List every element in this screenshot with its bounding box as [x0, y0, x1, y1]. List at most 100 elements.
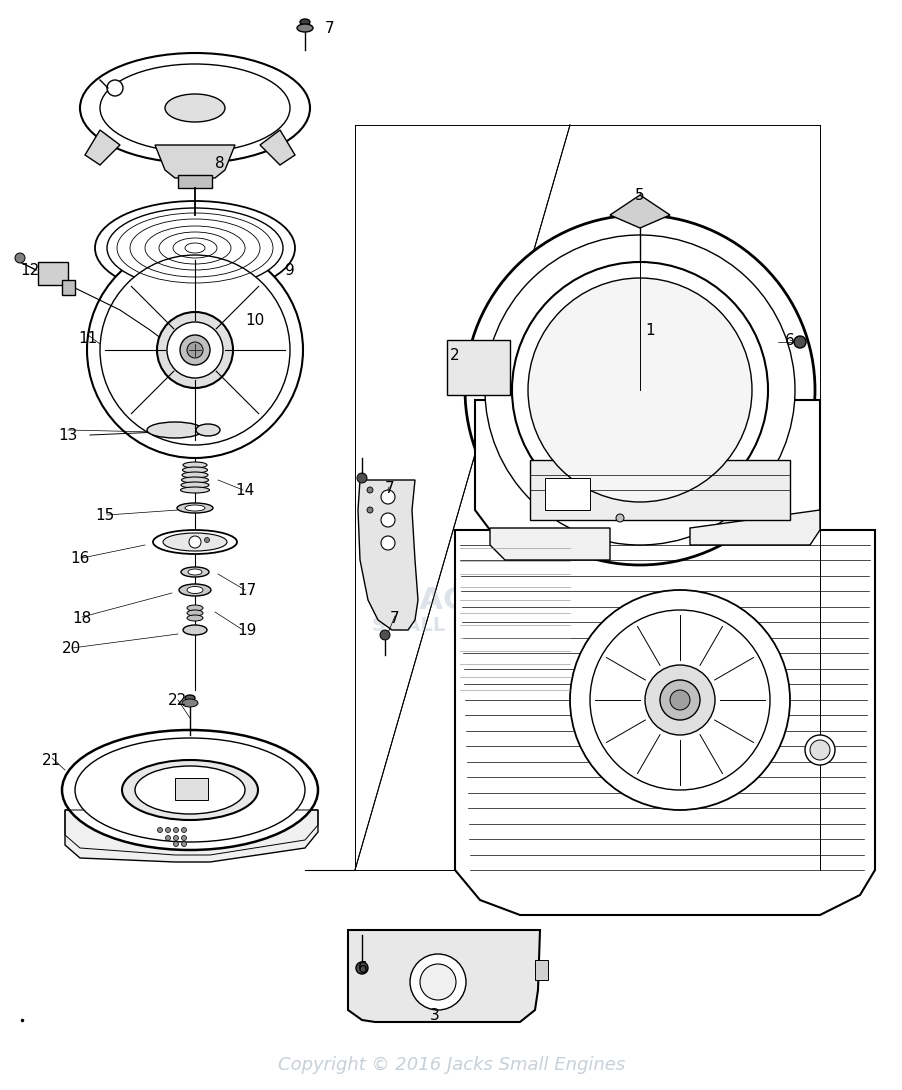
Polygon shape	[65, 810, 318, 862]
Circle shape	[809, 740, 829, 760]
Polygon shape	[689, 510, 819, 545]
Ellipse shape	[185, 695, 195, 701]
Circle shape	[165, 827, 170, 833]
Ellipse shape	[187, 610, 203, 616]
Circle shape	[569, 590, 789, 810]
Ellipse shape	[165, 94, 225, 122]
Text: 1: 1	[644, 323, 654, 338]
Circle shape	[15, 253, 25, 263]
Text: 8: 8	[215, 156, 225, 170]
Ellipse shape	[100, 64, 290, 152]
Circle shape	[804, 735, 834, 765]
Circle shape	[410, 954, 465, 1010]
Ellipse shape	[297, 24, 313, 32]
Ellipse shape	[179, 584, 211, 596]
Circle shape	[189, 536, 201, 548]
Text: Copyright © 2016 Jacks Small Engines: Copyright © 2016 Jacks Small Engines	[278, 1056, 624, 1074]
Text: 7: 7	[390, 610, 400, 626]
Text: 17: 17	[237, 582, 256, 597]
Circle shape	[181, 836, 187, 840]
Polygon shape	[534, 960, 548, 980]
Polygon shape	[175, 778, 207, 800]
Circle shape	[381, 513, 394, 526]
Text: 21: 21	[42, 752, 61, 767]
Ellipse shape	[180, 487, 209, 493]
Ellipse shape	[182, 472, 207, 479]
Polygon shape	[455, 530, 874, 915]
Circle shape	[465, 215, 815, 565]
Circle shape	[355, 962, 368, 974]
Circle shape	[615, 514, 623, 522]
Polygon shape	[490, 528, 610, 560]
Ellipse shape	[152, 530, 236, 554]
Ellipse shape	[187, 605, 203, 611]
Text: 9: 9	[285, 263, 295, 278]
Circle shape	[381, 536, 394, 550]
Circle shape	[106, 80, 123, 96]
Circle shape	[484, 235, 794, 545]
Ellipse shape	[180, 482, 208, 488]
Circle shape	[157, 312, 233, 388]
Ellipse shape	[180, 567, 208, 577]
Circle shape	[181, 827, 187, 833]
Polygon shape	[610, 195, 669, 228]
Circle shape	[366, 507, 373, 513]
Circle shape	[669, 690, 689, 710]
Ellipse shape	[75, 738, 305, 841]
Circle shape	[181, 841, 187, 847]
Polygon shape	[178, 175, 212, 187]
Text: 20: 20	[62, 641, 81, 655]
Circle shape	[204, 537, 209, 543]
Ellipse shape	[122, 760, 258, 820]
Circle shape	[157, 827, 162, 833]
Text: 11: 11	[78, 330, 97, 346]
Circle shape	[381, 490, 394, 504]
Circle shape	[380, 630, 390, 640]
Circle shape	[511, 262, 767, 518]
Text: 16: 16	[70, 550, 89, 566]
Circle shape	[419, 964, 456, 1000]
Polygon shape	[446, 340, 510, 395]
Circle shape	[187, 342, 203, 358]
Circle shape	[173, 827, 179, 833]
Circle shape	[167, 322, 223, 378]
Text: 12: 12	[21, 263, 40, 278]
Ellipse shape	[147, 422, 203, 438]
Circle shape	[179, 335, 210, 365]
Text: 14: 14	[235, 483, 254, 497]
Ellipse shape	[183, 462, 207, 468]
Ellipse shape	[187, 586, 203, 593]
Ellipse shape	[183, 625, 207, 635]
Circle shape	[659, 680, 699, 720]
Ellipse shape	[177, 502, 213, 513]
Polygon shape	[62, 280, 75, 295]
Text: 6: 6	[358, 960, 367, 976]
Circle shape	[366, 487, 373, 493]
Text: 5: 5	[634, 187, 644, 203]
Circle shape	[165, 836, 170, 840]
Ellipse shape	[187, 615, 203, 621]
Polygon shape	[155, 145, 235, 178]
Polygon shape	[474, 400, 819, 530]
Polygon shape	[357, 480, 418, 630]
Ellipse shape	[135, 766, 244, 814]
Ellipse shape	[182, 467, 207, 473]
Text: 18: 18	[72, 610, 91, 626]
Circle shape	[528, 278, 751, 502]
Ellipse shape	[188, 569, 202, 576]
Text: 22: 22	[168, 692, 188, 707]
Text: 19: 19	[237, 622, 256, 638]
Text: SMALL ENGINES: SMALL ENGINES	[372, 616, 548, 634]
Ellipse shape	[80, 53, 309, 164]
Circle shape	[173, 836, 179, 840]
Text: JACKS: JACKS	[408, 585, 511, 615]
Ellipse shape	[163, 533, 226, 552]
Text: 3: 3	[429, 1007, 439, 1022]
Text: 6: 6	[784, 332, 794, 348]
Text: 7: 7	[325, 21, 335, 36]
Ellipse shape	[182, 699, 198, 707]
Circle shape	[87, 242, 303, 458]
Ellipse shape	[181, 477, 208, 483]
Polygon shape	[260, 130, 295, 165]
Circle shape	[644, 665, 714, 735]
